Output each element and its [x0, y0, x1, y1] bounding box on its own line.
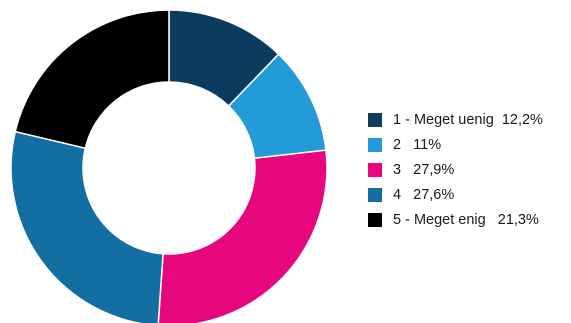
legend-label-1: 1 - Meget uenig 12,2% — [393, 112, 543, 128]
legend-item-1: 1 - Meget uenig 12,2% — [368, 110, 568, 130]
legend-label-2: 2 11% — [393, 137, 442, 153]
legend-label-3: 3 27,9% — [393, 162, 455, 178]
legend-label-5: 5 - Meget enig 21,3% — [393, 212, 539, 228]
donut-slice-3 — [157, 149, 328, 323]
legend-item-2: 2 11% — [368, 135, 568, 155]
legend-item-3: 3 27,9% — [368, 160, 568, 180]
legend-item-5: 5 - Meget enig 21,3% — [368, 210, 568, 230]
donut-slice-5 — [14, 9, 170, 150]
legend-swatch-1 — [368, 113, 382, 127]
legend-swatch-3 — [368, 163, 382, 177]
legend-swatch-2 — [368, 138, 382, 152]
donut-slices — [10, 9, 328, 323]
legend-item-4: 4 27,6% — [368, 185, 568, 205]
donut-slice-4 — [10, 130, 164, 323]
chart-legend: 1 - Meget uenig 12,2% 2 11% 3 27,9% 4 27,6%… — [368, 110, 568, 235]
legend-swatch-4 — [368, 188, 382, 202]
legend-label-4: 4 27,6% — [393, 187, 455, 203]
legend-swatch-5 — [368, 213, 382, 227]
